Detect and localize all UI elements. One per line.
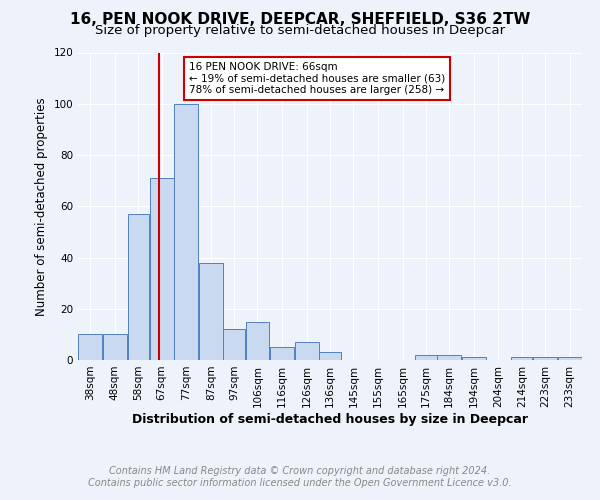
- Bar: [103, 334, 127, 360]
- Bar: [79, 334, 102, 360]
- Text: 16, PEN NOOK DRIVE, DEEPCAR, SHEFFIELD, S36 2TW: 16, PEN NOOK DRIVE, DEEPCAR, SHEFFIELD, …: [70, 12, 530, 28]
- Text: 16 PEN NOOK DRIVE: 66sqm
← 19% of semi-detached houses are smaller (63)
78% of s: 16 PEN NOOK DRIVE: 66sqm ← 19% of semi-d…: [189, 62, 445, 95]
- Bar: [462, 358, 486, 360]
- Y-axis label: Number of semi-detached properties: Number of semi-detached properties: [35, 97, 48, 316]
- Bar: [270, 347, 294, 360]
- Bar: [128, 214, 149, 360]
- Bar: [149, 178, 173, 360]
- Bar: [511, 358, 532, 360]
- Bar: [319, 352, 341, 360]
- Bar: [199, 262, 223, 360]
- Bar: [174, 104, 198, 360]
- Bar: [437, 355, 461, 360]
- Text: Size of property relative to semi-detached houses in Deepcar: Size of property relative to semi-detach…: [95, 24, 505, 37]
- Bar: [245, 322, 269, 360]
- Bar: [223, 329, 245, 360]
- Bar: [533, 358, 557, 360]
- Text: Contains HM Land Registry data © Crown copyright and database right 2024.
Contai: Contains HM Land Registry data © Crown c…: [88, 466, 512, 487]
- Bar: [415, 355, 437, 360]
- Bar: [558, 358, 581, 360]
- X-axis label: Distribution of semi-detached houses by size in Deepcar: Distribution of semi-detached houses by …: [132, 412, 528, 426]
- Bar: [295, 342, 319, 360]
